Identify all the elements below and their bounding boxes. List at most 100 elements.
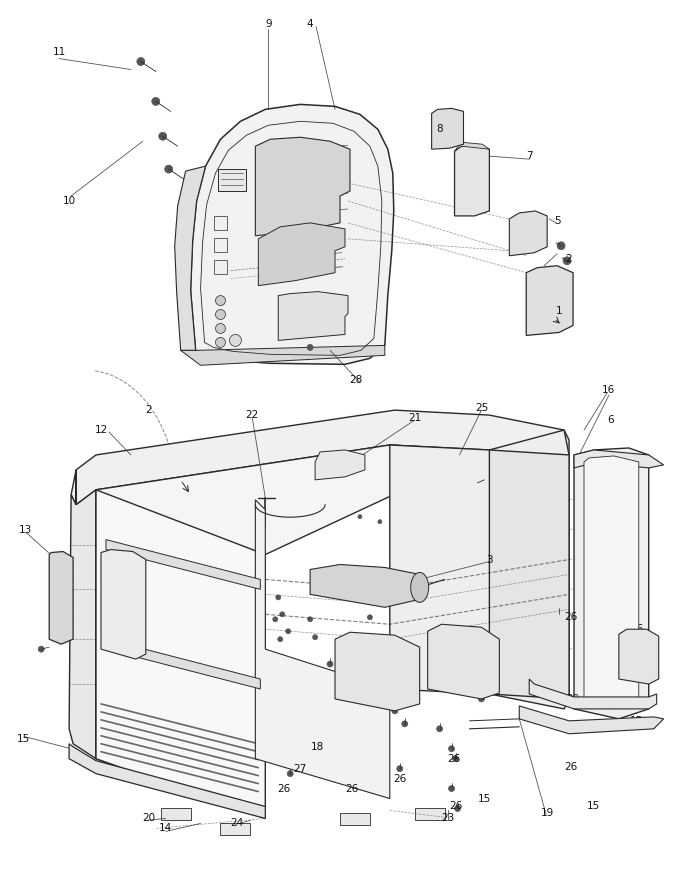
Circle shape (377, 636, 383, 642)
Text: 7: 7 (526, 151, 532, 161)
Circle shape (358, 515, 362, 518)
Circle shape (338, 510, 342, 514)
Text: 26: 26 (393, 774, 407, 783)
Polygon shape (49, 552, 73, 644)
Circle shape (393, 528, 396, 532)
Circle shape (413, 538, 417, 541)
Text: 26: 26 (345, 783, 358, 794)
Text: 11: 11 (52, 47, 66, 56)
Polygon shape (432, 108, 464, 150)
Text: 6: 6 (607, 415, 614, 425)
Circle shape (563, 257, 571, 265)
Text: 21: 21 (408, 413, 422, 423)
Circle shape (449, 786, 454, 791)
Polygon shape (106, 639, 260, 689)
Circle shape (216, 324, 226, 334)
Circle shape (307, 617, 313, 622)
Circle shape (287, 771, 293, 777)
Polygon shape (96, 445, 490, 818)
Polygon shape (310, 564, 420, 607)
Polygon shape (256, 137, 350, 236)
Circle shape (557, 242, 565, 250)
Polygon shape (96, 490, 265, 818)
Text: 15: 15 (586, 802, 600, 811)
Text: 14: 14 (159, 824, 172, 833)
Text: 26: 26 (564, 762, 578, 772)
Text: 24: 24 (230, 818, 243, 828)
Polygon shape (71, 410, 569, 505)
Polygon shape (69, 470, 96, 759)
Polygon shape (428, 624, 499, 699)
Polygon shape (520, 706, 664, 734)
Circle shape (387, 691, 393, 697)
Text: 18: 18 (311, 742, 324, 752)
Text: 26: 26 (345, 644, 358, 654)
Circle shape (402, 721, 408, 727)
Text: 19: 19 (541, 809, 554, 818)
Polygon shape (574, 448, 649, 719)
Polygon shape (509, 211, 547, 256)
Text: 1: 1 (556, 305, 562, 316)
Circle shape (396, 766, 403, 772)
Circle shape (437, 726, 443, 732)
Text: 5: 5 (554, 216, 560, 226)
Text: 23: 23 (441, 813, 454, 824)
Circle shape (137, 57, 145, 65)
Polygon shape (181, 345, 385, 365)
Ellipse shape (411, 573, 428, 602)
Polygon shape (584, 456, 639, 709)
Text: 20: 20 (142, 813, 155, 824)
Polygon shape (574, 450, 664, 468)
Circle shape (454, 805, 460, 811)
Text: 26: 26 (447, 753, 460, 764)
Text: 2: 2 (566, 253, 573, 264)
Text: 17: 17 (609, 465, 622, 475)
Circle shape (449, 745, 454, 752)
Text: 3: 3 (486, 554, 493, 564)
Text: 27: 27 (294, 764, 307, 774)
Circle shape (452, 756, 458, 762)
Circle shape (277, 637, 283, 642)
Text: 26: 26 (637, 667, 650, 677)
Polygon shape (526, 266, 573, 335)
Circle shape (378, 520, 382, 524)
Polygon shape (101, 549, 146, 659)
Bar (160, 809, 190, 820)
Text: 2: 2 (146, 405, 152, 415)
Circle shape (313, 634, 318, 640)
Text: 13: 13 (18, 524, 32, 535)
Bar (218, 169, 246, 191)
Circle shape (152, 98, 160, 106)
Text: 16: 16 (602, 385, 615, 395)
Polygon shape (278, 291, 348, 341)
Circle shape (473, 472, 481, 480)
Text: 29: 29 (566, 694, 579, 704)
Circle shape (300, 480, 320, 500)
Polygon shape (390, 430, 569, 709)
Bar (220, 824, 250, 835)
Text: 9: 9 (265, 18, 271, 29)
Circle shape (447, 553, 452, 556)
Polygon shape (454, 145, 490, 216)
Text: 15: 15 (17, 734, 30, 744)
Bar (214, 260, 228, 274)
Circle shape (342, 642, 348, 647)
Circle shape (342, 715, 348, 722)
Circle shape (432, 546, 437, 549)
Circle shape (307, 344, 313, 350)
Text: 12: 12 (95, 425, 107, 435)
Circle shape (367, 615, 373, 620)
Circle shape (273, 617, 277, 622)
Circle shape (158, 132, 167, 140)
Circle shape (276, 595, 281, 600)
Text: 15: 15 (478, 794, 491, 803)
Circle shape (347, 775, 353, 781)
Polygon shape (335, 632, 420, 711)
Circle shape (316, 506, 320, 510)
Circle shape (479, 696, 484, 702)
Bar (340, 813, 370, 825)
Circle shape (392, 708, 398, 714)
Polygon shape (619, 629, 659, 684)
Circle shape (358, 597, 362, 602)
Polygon shape (490, 450, 569, 699)
